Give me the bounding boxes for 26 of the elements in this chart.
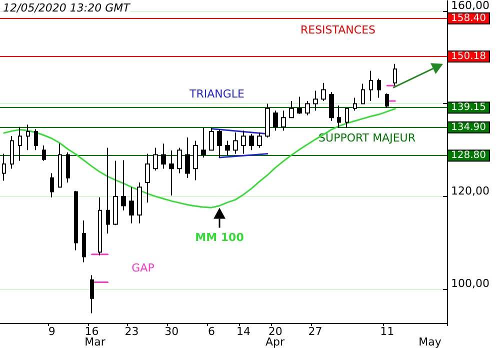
annotation: GAP <box>132 262 155 274</box>
ref-line-label: 158.40 <box>451 12 486 24</box>
y-tick-label: 160,00 <box>451 0 490 12</box>
text: Mar <box>84 336 106 348</box>
x-tick-label: 30 <box>164 325 179 338</box>
annotation: RESISTANCES <box>300 24 376 36</box>
ref-line-label: 128.80 <box>451 150 486 162</box>
x-tick-label: 14 <box>236 325 250 338</box>
x-tick-label: 6 <box>208 325 216 338</box>
annotation: SUPPORT MAJEUR <box>318 132 416 144</box>
x-tick-label: 23 <box>124 325 139 338</box>
text: May <box>418 336 442 348</box>
chart-title: 12/05/2020 13:20 GMT <box>3 2 132 14</box>
x-tick-label: 16 <box>84 325 99 338</box>
text: MM 100 <box>195 231 244 244</box>
y-tick-label: 120,00 <box>451 184 490 198</box>
y-tick-label: 100,00 <box>451 277 490 290</box>
x-tick-label: 27 <box>308 325 322 338</box>
ref-line-label: 139.15 <box>451 102 486 114</box>
x-tick-label: 20 <box>268 325 282 338</box>
x-tick-label: 11 <box>380 325 394 338</box>
ref-line-label: 134.90 <box>451 122 486 133</box>
text: Apr <box>265 336 285 348</box>
annotation: TRIANGLE <box>188 88 245 100</box>
x-tick-label: 9 <box>48 325 56 338</box>
ref-line-label: 150.18 <box>451 51 486 62</box>
